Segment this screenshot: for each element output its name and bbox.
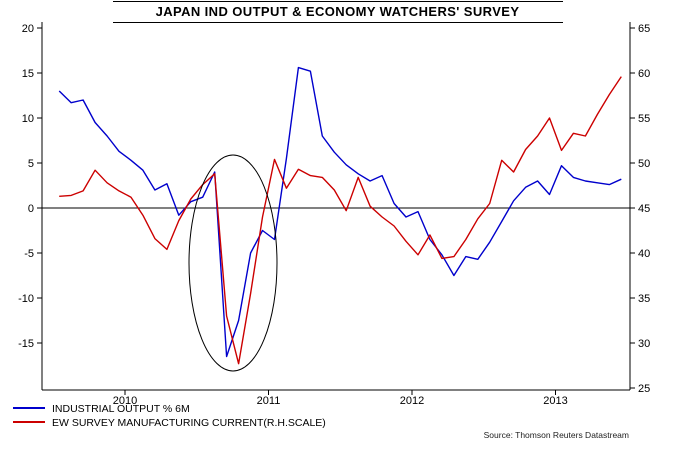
industrial-output-line <box>58 66 622 358</box>
source-credit: Source: Thomson Reuters Datastream <box>483 430 629 440</box>
chart-title: JAPAN IND OUTPUT & ECONOMY WATCHERS' SUR… <box>112 1 563 23</box>
right-tick-label: 40 <box>638 248 650 260</box>
left-tick-label: 15 <box>22 68 34 80</box>
collapse-annotation-ellipse <box>188 154 278 372</box>
right-tick-label: 65 <box>638 23 650 35</box>
right-tick-label: 60 <box>638 68 650 80</box>
right-tick-label: 45 <box>638 203 650 215</box>
left-tick-label: 20 <box>22 23 34 35</box>
blue-line-swatch <box>13 407 45 410</box>
red-line-swatch <box>13 420 45 423</box>
legend-item-industrial-output: INDUSTRIAL OUTPUT % 6M <box>13 403 326 417</box>
left-tick-label: 5 <box>28 158 34 170</box>
left-tick-label: -5 <box>24 248 34 260</box>
right-tick-label: 55 <box>638 113 650 125</box>
right-tick-label: 25 <box>638 383 650 395</box>
legend-label-industrial-output: INDUSTRIAL OUTPUT % 6M <box>52 403 190 415</box>
left-tick-label: 0 <box>28 203 34 215</box>
legend-item-ew-survey: EW SURVEY MANUFACTURING CURRENT(R.H.SCAL… <box>13 417 326 431</box>
x-tick-label: 2012 <box>400 395 424 407</box>
right-tick-label: 30 <box>638 338 650 350</box>
right-tick-label: 50 <box>638 158 650 170</box>
ew-survey-line <box>59 76 622 365</box>
left-tick-label: -15 <box>18 338 34 350</box>
right-tick-label: 35 <box>638 293 650 305</box>
left-tick-label: 10 <box>22 113 34 125</box>
x-tick-label: 2011 <box>257 395 281 407</box>
legend: INDUSTRIAL OUTPUT % 6M EW SURVEY MANUFAC… <box>13 403 326 430</box>
x-tick-label: 2013 <box>543 395 567 407</box>
legend-label-ew-survey: EW SURVEY MANUFACTURING CURRENT(R.H.SCAL… <box>52 416 326 429</box>
left-tick-label: -10 <box>18 293 34 305</box>
x-tick-label: 2010 <box>113 395 137 407</box>
